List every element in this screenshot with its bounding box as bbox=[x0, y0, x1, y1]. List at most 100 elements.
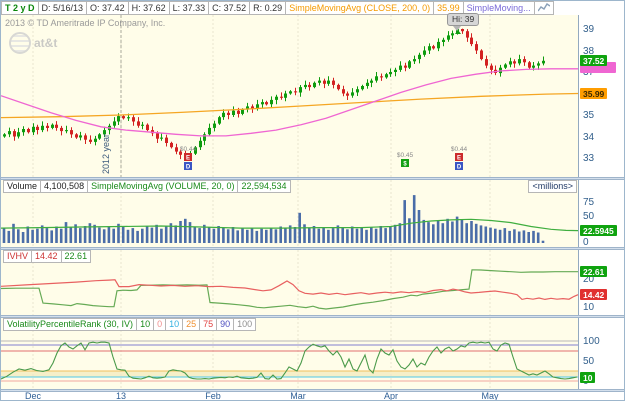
volume-bar bbox=[222, 227, 225, 243]
up-candle bbox=[289, 91, 292, 94]
ivhv-pane-canvas[interactable] bbox=[1, 250, 578, 315]
volume-bar bbox=[398, 223, 402, 243]
chart-style-button[interactable] bbox=[533, 1, 554, 15]
volume-bar bbox=[250, 227, 254, 243]
hv-line bbox=[1, 269, 578, 310]
volume-bar bbox=[64, 222, 68, 243]
vpr-legend-4: 75 bbox=[199, 318, 218, 331]
volume-bar bbox=[441, 223, 445, 243]
down-candle bbox=[175, 147, 178, 152]
up-candle bbox=[199, 140, 202, 148]
volume-bar bbox=[365, 229, 368, 243]
pane-splitter[interactable] bbox=[1, 315, 624, 318]
volume-bar bbox=[145, 226, 149, 243]
svg-text:E: E bbox=[186, 156, 190, 162]
volume-bar bbox=[279, 226, 282, 243]
up-candle bbox=[256, 104, 259, 109]
volume-bar bbox=[312, 226, 316, 243]
volume-label[interactable]: Volume bbox=[3, 180, 42, 193]
up-candle bbox=[351, 92, 354, 96]
volume-sma-label[interactable]: SimpleMovingAvg (VOLUME, 20, 0) bbox=[87, 180, 239, 193]
down-candle bbox=[432, 46, 435, 49]
volume-bar bbox=[2, 227, 6, 243]
up-candle bbox=[304, 84, 307, 88]
down-candle bbox=[27, 129, 30, 133]
volume-bar bbox=[536, 232, 540, 243]
up-candle bbox=[313, 82, 316, 88]
xaxis-label-Dec: Dec bbox=[24, 391, 42, 401]
volume-bar bbox=[517, 231, 521, 243]
up-candle bbox=[532, 65, 535, 68]
volume-bar bbox=[379, 226, 383, 243]
ivhv-tick-10: 10 bbox=[583, 302, 595, 313]
pane-splitter[interactable] bbox=[1, 247, 624, 250]
up-candle bbox=[261, 102, 264, 105]
time-axis[interactable]: Dec 13 Feb Mar Apr May bbox=[1, 391, 578, 401]
sma200-study-label[interactable]: SimpleMovingAvg (CLOSE, 200, 0) bbox=[285, 1, 435, 15]
volume-bar bbox=[508, 230, 511, 243]
symbol-timeframe-control[interactable]: T 2 y D bbox=[1, 1, 39, 15]
volume-bar bbox=[341, 227, 344, 243]
volume-bar bbox=[303, 224, 306, 243]
price-axis-column[interactable]: 39 38 37 35 34 33 37.52 35.99 75 50 0 22.5945 20 10 22… bbox=[578, 15, 624, 392]
down-candle bbox=[13, 131, 16, 137]
up-candle bbox=[423, 50, 426, 55]
down-candle bbox=[265, 102, 268, 105]
volume-bar bbox=[131, 228, 135, 243]
xaxis-label-May: May bbox=[481, 391, 499, 401]
vpr-legend-2: 10 bbox=[165, 318, 184, 331]
att-logo-text: at&t bbox=[34, 36, 58, 50]
volume-bar bbox=[374, 228, 378, 243]
volume-bar bbox=[503, 228, 507, 243]
volume-bar bbox=[74, 224, 77, 243]
xaxis-label-13: 13 bbox=[115, 391, 127, 401]
down-candle bbox=[60, 127, 63, 132]
ivhv-label[interactable]: IVHV bbox=[3, 250, 33, 263]
up-candle bbox=[160, 137, 163, 139]
volume-bar bbox=[255, 230, 259, 243]
iv-value: 14.42 bbox=[31, 250, 62, 263]
volume-bar bbox=[460, 219, 464, 243]
up-candle bbox=[51, 124, 54, 128]
volume-bar bbox=[45, 228, 49, 243]
iv-badge: 14.42 bbox=[580, 289, 608, 301]
volume-bar bbox=[470, 221, 473, 243]
hv-badge: 22.61 bbox=[580, 266, 608, 278]
volume-pane-header: Volume 4,100,508 SimpleMovingAvg (VOLUME… bbox=[3, 180, 291, 193]
volume-bar bbox=[203, 224, 206, 243]
down-candle bbox=[46, 125, 49, 128]
down-candle bbox=[346, 93, 349, 96]
volume-bar bbox=[246, 229, 249, 243]
copyright-watermark: 2013 © TD Ameritrade IP Company, Inc. bbox=[5, 18, 166, 28]
corporate-action-badge bbox=[401, 159, 409, 167]
down-candle bbox=[308, 84, 311, 88]
price-tick-38: 38 bbox=[583, 45, 595, 57]
down-candle bbox=[237, 110, 240, 114]
volume-bar bbox=[102, 229, 106, 244]
volume-tick-75: 75 bbox=[583, 196, 595, 208]
up-candle bbox=[232, 110, 235, 115]
up-candle bbox=[194, 147, 197, 154]
down-candle bbox=[165, 137, 168, 143]
volume-bar bbox=[26, 226, 30, 243]
corporate-action-badge bbox=[184, 153, 192, 161]
up-candle bbox=[413, 59, 416, 62]
down-candle bbox=[122, 116, 125, 119]
down-candle bbox=[89, 139, 92, 142]
volume-units-label: <millions> bbox=[528, 180, 577, 193]
up-candle bbox=[117, 116, 120, 122]
pane-splitter[interactable] bbox=[1, 177, 624, 180]
down-candle bbox=[332, 80, 335, 85]
vpr-label[interactable]: VolatilityPercentileRank (30, IV) bbox=[3, 318, 138, 331]
vpr-legend-3: 25 bbox=[182, 318, 201, 331]
vpr-legend-0: 10 bbox=[136, 318, 155, 331]
up-candle bbox=[509, 61, 512, 65]
volume-bar bbox=[179, 221, 182, 243]
att-globe-icon bbox=[9, 32, 31, 54]
volume-bar bbox=[121, 227, 125, 243]
volume-bar bbox=[141, 228, 144, 243]
vpr-tick-50: 50 bbox=[583, 356, 595, 367]
down-candle bbox=[475, 44, 478, 51]
